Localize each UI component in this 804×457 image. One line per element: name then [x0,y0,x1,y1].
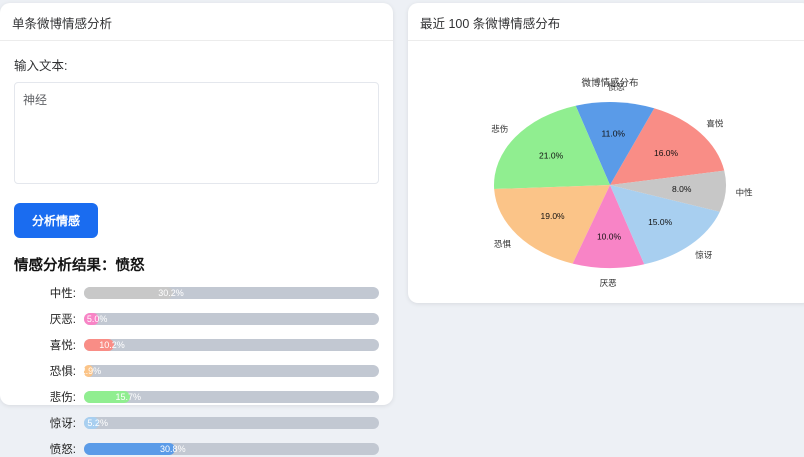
pie-slice-label: 愤怒 [608,82,626,92]
pie-slice-label: 惊讶 [695,250,713,260]
right-panel-title: 最近 100 条微博情感分布 [408,3,804,41]
bar-fill: 10.2% [84,339,125,351]
bar-value: 5.0% [86,314,108,324]
pie-slice [610,108,725,185]
pie-percent-label: 10.0% [597,231,622,241]
bar-label: 悲伤: [49,392,76,404]
emotion-bar-row-surprise: 惊讶: 5.2% [14,415,379,431]
bar-value: 30.2% [158,288,184,298]
emotion-bar-row-joy: 喜悦: 10.2% [14,337,379,353]
analyze-sentiment-button[interactable]: 分析情感 [14,203,99,238]
bar-track: 15.7% [84,391,379,403]
pie-percent-label: 15.0% [648,217,673,227]
emotion-bar-row-disgust: 厌恶: 5.0% [14,311,379,327]
bar-track: 10.2% [84,339,379,351]
bar-track: 2.9% [81,365,379,377]
emotion-bars: 中性: 30.2% 厌恶: 5.0% 喜悦: 10.2% 恐惧: 2.9% 悲伤… [14,285,379,457]
pie-slice-label: 喜悦 [706,119,724,129]
bar-value: 2.9% [80,366,102,376]
pie-chart: 16.0% 喜悦 11.0% 愤怒 21.0% 悲伤 19.0% 恐惧 10.0% 厌恶 15.0%… [491,82,754,288]
emotion-bar-row-neutral: 中性: 30.2% [14,285,379,301]
left-panel-title: 单条微博情感分析 [0,3,393,41]
bar-fill: 2.9% [81,365,101,377]
pie-slice [575,101,655,185]
bar-track: 30.2% [84,287,379,299]
bar-track: 5.0% [84,313,379,325]
pie-percent-label: 16.0% [654,148,679,158]
pie-slice-label: 厌恶 [600,278,617,288]
pie-percent-label: 21.0% [539,150,564,160]
pie-slice-label: 恐惧 [494,239,512,249]
pie-slice-label: 悲伤 [491,124,508,134]
pie-chart-title: 微博情感分布 [581,78,639,89]
pie-slice [610,185,720,265]
bar-fill: 30.8% [84,443,186,455]
bar-fill: 15.7% [84,391,141,403]
emotion-bar-row-sadness: 悲伤: 15.7% [14,389,379,405]
bar-label: 愤怒: [49,444,76,456]
result-title: 情感分析结果：愤怒 [14,258,145,274]
pie-slice-label: 中性 [736,188,754,198]
pie-slice [572,185,645,268]
pie-percent-label: 8.0% [672,184,692,194]
pie-percent-label: 19.0% [541,211,566,221]
pie-slice [494,105,610,190]
pie-slice [610,170,727,212]
distribution-panel: 最近 100 条微博情感分布 微博情感分布 16.0% 喜悦 11.0% 愤怒 21.0… [408,3,804,303]
bar-fill: 5.0% [84,313,107,325]
bar-label: 喜悦: [49,340,76,352]
bar-label: 中性: [49,288,76,300]
bar-value: 30.8% [160,444,186,454]
input-text-label: 输入文本: [14,59,68,73]
sentiment-text-input[interactable]: 神经 [14,82,379,184]
bar-fill: 30.2% [84,287,184,299]
pie-slice [494,185,610,264]
bar-label: 厌恶: [49,314,76,326]
pie-chart-area: 微博情感分布 16.0% 喜悦 11.0% 愤怒 21.0% 悲伤 19.0% 恐惧 10.0%… [408,37,804,303]
bar-value: 10.2% [99,340,125,350]
bar-value: 15.7% [115,392,142,402]
pie-percent-label: 11.0% [602,129,626,139]
emotion-bar-row-anger: 愤怒: 30.8% [14,441,379,457]
bar-label: 恐惧: [49,366,76,378]
bar-track: 30.8% [84,443,379,455]
single-analysis-panel: 单条微博情感分析 输入文本: 神经 分析情感 情感分析结果：愤怒 中性: 30.… [0,3,393,456]
bar-label: 惊讶: [49,418,76,430]
emotion-bar-row-fear: 恐惧: 2.9% [14,363,379,379]
